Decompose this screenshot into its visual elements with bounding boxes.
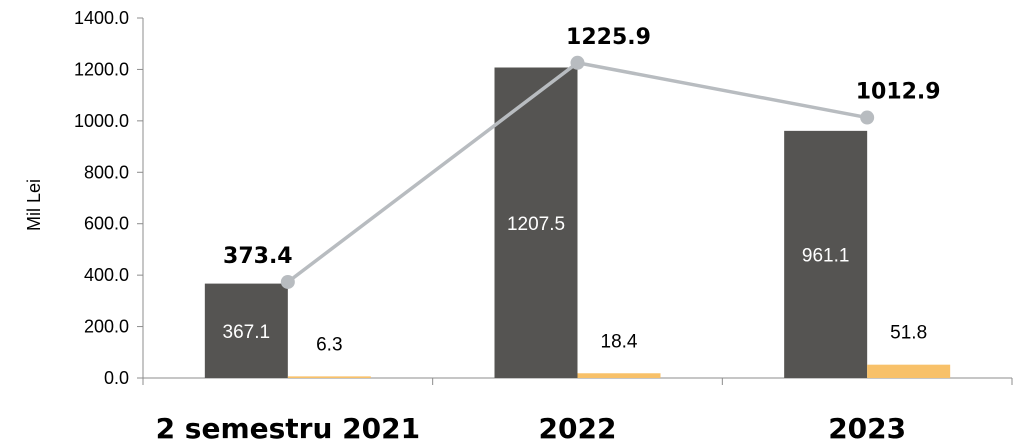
bar-yellow-label: 51.8 (890, 323, 927, 344)
y-axis-label: Mil Lei (24, 179, 44, 231)
bar-dark-label: 367.1 (223, 322, 271, 343)
bar-dark (784, 130, 868, 378)
bar-dark (204, 283, 288, 378)
line-point-label: 1012.9 (856, 80, 941, 105)
bar-yellow (867, 364, 951, 378)
bar-yellow (287, 376, 371, 378)
y-tick-label: 1200.0 (74, 59, 129, 79)
y-tick-label: 600.0 (84, 214, 129, 234)
bar-dark (494, 67, 578, 378)
line-point-label: 1225.9 (566, 25, 651, 50)
y-tick-label: 0.0 (104, 368, 129, 388)
bar-dark-label: 1207.5 (507, 214, 565, 235)
chart-marks (204, 55, 951, 378)
line-point (570, 55, 585, 70)
bar-yellow (577, 373, 661, 378)
line-point (860, 110, 875, 125)
line-point-label: 373.4 (223, 244, 293, 269)
line-point (280, 274, 295, 289)
y-tick-label: 200.0 (84, 317, 129, 337)
x-tick-label: 2 semestru 2021 (156, 412, 421, 445)
bar-yellow-label: 6.3 (316, 334, 342, 355)
bar-dark-label: 961.1 (802, 245, 850, 266)
axes: 0.0 200.0 400.0 600.0 800.0 1000.0 1200.0 1400.… (74, 8, 1013, 445)
y-tick-label: 1400.0 (74, 8, 129, 28)
y-tick-label: 800.0 (84, 162, 129, 182)
y-tick-label: 1000.0 (74, 111, 129, 131)
y-tick-label: 400.0 (84, 265, 129, 285)
chart-labels: 367.1 6.3 1207.5 18.4 961.1 51.8 373.4 1225.9 10… (223, 25, 941, 356)
bar-yellow-label: 18.4 (601, 331, 638, 352)
x-tick-label: 2023 (828, 412, 906, 445)
x-tick-label: 2022 (539, 412, 617, 445)
